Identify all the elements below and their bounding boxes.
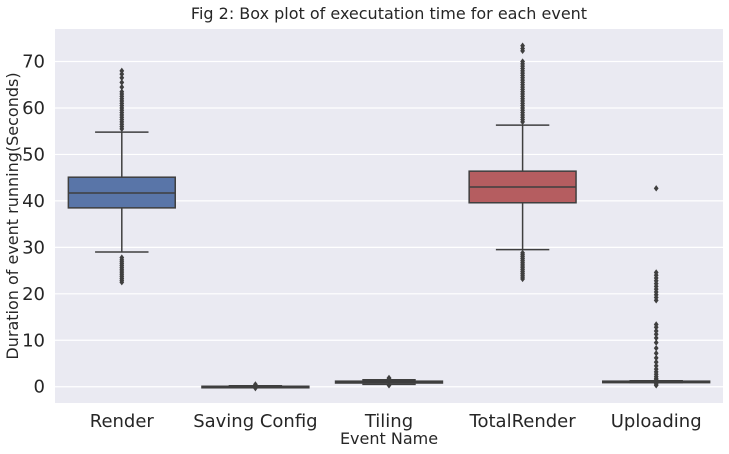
x-tick-label: Render — [90, 411, 155, 432]
x-tick-label: TotalRender — [469, 411, 577, 432]
outlier-point — [653, 380, 659, 388]
outlier-point — [386, 382, 392, 389]
outlier-point — [119, 70, 125, 78]
y-tick-label: 40 — [22, 191, 45, 212]
outlier-point — [119, 254, 125, 261]
box-totalrender — [468, 42, 577, 283]
box-tiling — [334, 374, 444, 389]
box-saving-config — [201, 381, 310, 392]
outlier-point — [119, 67, 125, 75]
x-axis-ticks: Render Saving Config Tiling TotalRender Uplo… — [90, 411, 702, 432]
outlier-point — [653, 327, 659, 335]
outlier-point — [653, 269, 659, 276]
y-tick-label: 10 — [22, 330, 45, 351]
outlier-point — [520, 58, 525, 65]
outlier-point — [653, 339, 659, 346]
y-tick-label: 20 — [22, 284, 45, 305]
outlier-point — [119, 79, 125, 86]
box-uploading — [602, 185, 711, 389]
chart-title: Fig 2: Box plot of executation time for … — [191, 4, 587, 23]
outlier-point — [653, 350, 659, 357]
outlier-point — [119, 74, 125, 81]
outlier-point — [653, 321, 659, 328]
outlier-point — [653, 344, 659, 352]
y-tick-label: 70 — [22, 52, 45, 73]
y-tick-label: 50 — [22, 144, 45, 165]
outlier-point — [653, 334, 659, 342]
outlier-point — [653, 358, 659, 366]
x-axis-label: Event Name — [340, 429, 438, 448]
y-tick-label: 0 — [34, 377, 45, 398]
outlier-point — [520, 42, 525, 49]
y-tick-label: 30 — [22, 237, 45, 258]
y-axis-ticks: 0 10 20 30 40 50 60 70 — [22, 52, 45, 398]
box-render — [67, 67, 176, 286]
outlier-point — [253, 381, 258, 388]
outlier-point — [653, 354, 659, 362]
outlier-point — [653, 331, 659, 338]
outlier-point — [386, 374, 392, 382]
outlier-point — [520, 249, 525, 257]
x-tick-label: Saving Config — [193, 411, 317, 432]
plot-area — [55, 29, 723, 403]
outlier-point — [653, 362, 659, 370]
y-axis-label: Duration of event running(Seconds) — [3, 72, 22, 359]
outlier-point — [653, 185, 659, 192]
outlier-point — [119, 88, 125, 95]
x-tick-label: Uploading — [611, 411, 702, 432]
x-tick-label: Tiling — [364, 411, 413, 432]
outlier-point — [119, 83, 125, 91]
boxes-group — [67, 42, 711, 392]
outlier-point — [653, 365, 659, 373]
y-tick-label: 60 — [22, 98, 45, 119]
